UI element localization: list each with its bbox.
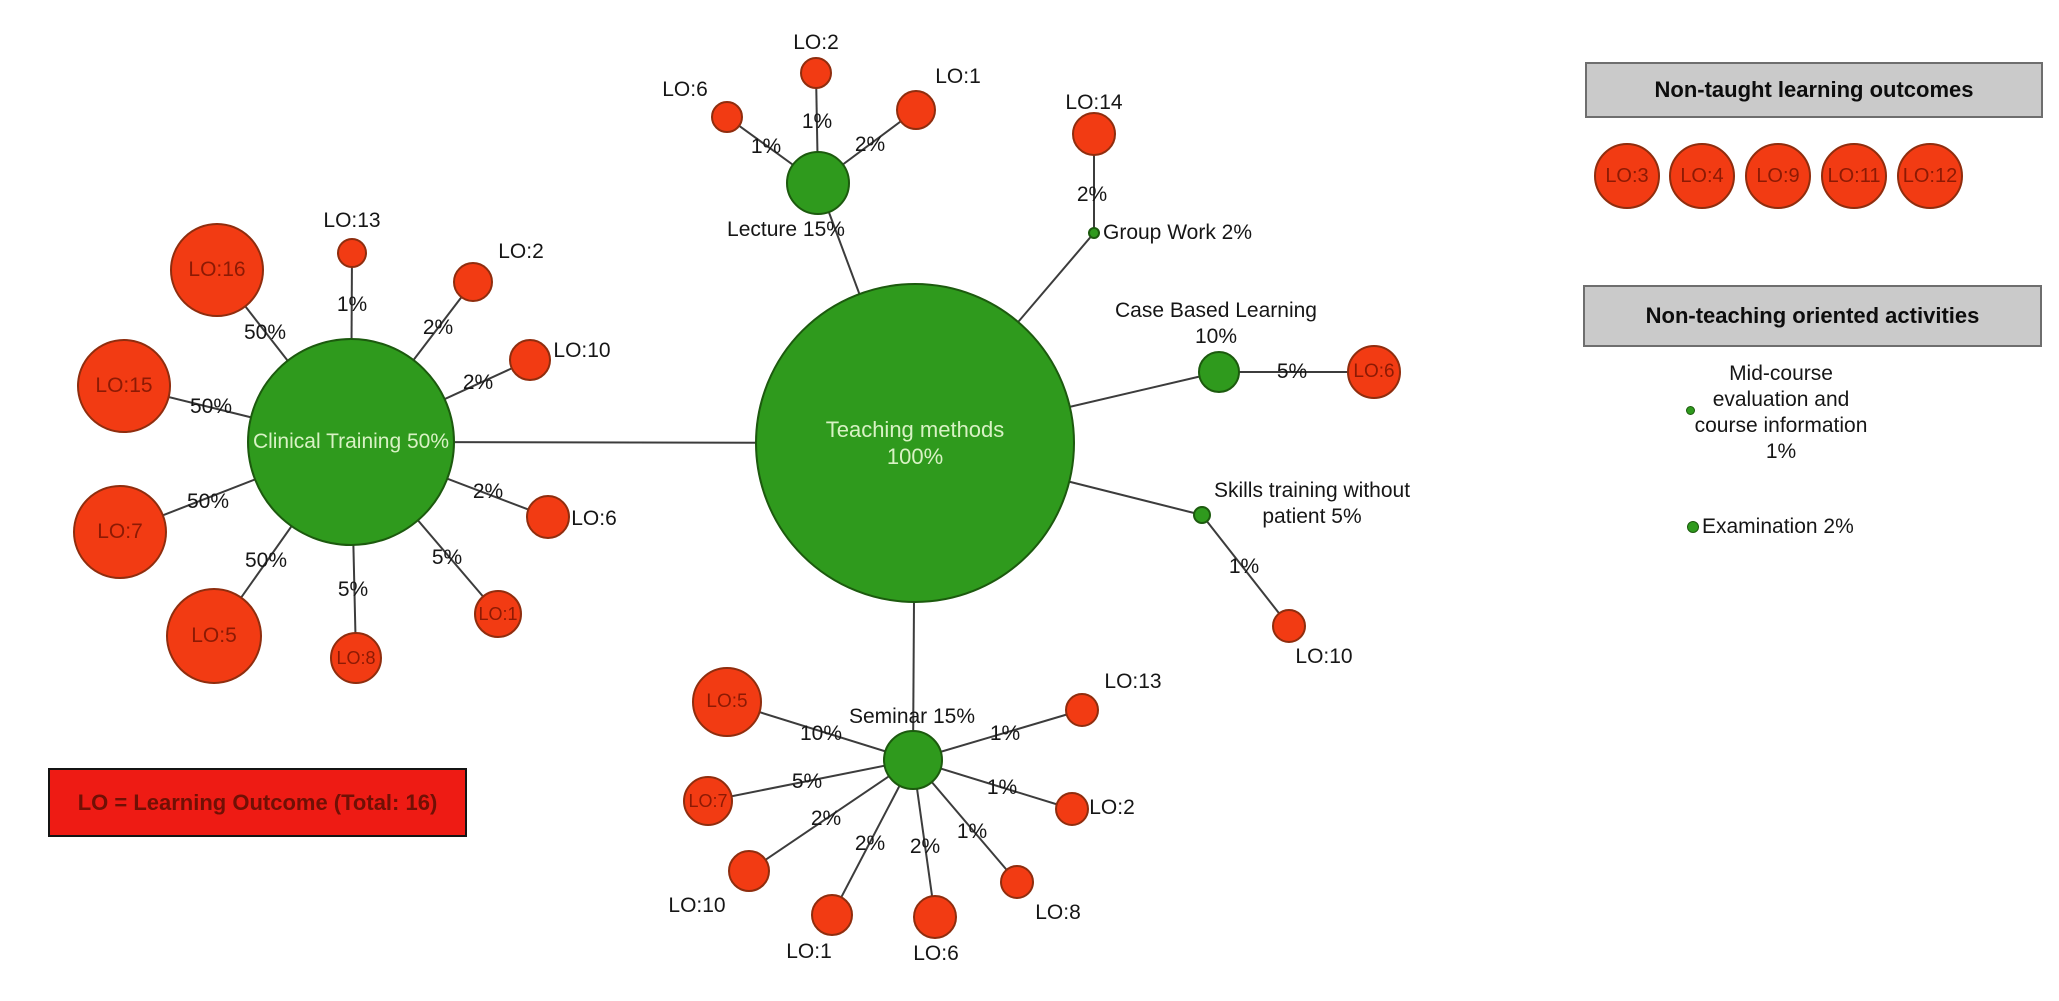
label-case-based-learning: Case Based Learning 10% [1115,299,1317,348]
pct-clinical-lo5: 50% [244,549,288,572]
node-case-based-lo6: LO:6 [1347,345,1401,399]
pct-seminar-lo13: 1% [989,722,1021,745]
name-seminar-lo10: LO:10 [668,894,726,917]
midcourse-dot [1686,406,1695,415]
label-midcourse-evaluation: Mid-course evaluation and course informa… [1694,362,1868,463]
node-lo3: LO:3 [1594,143,1660,209]
examination-dot [1687,521,1699,533]
name-lecture-lo2: LO:2 [793,31,839,54]
pct-clinical-lo6: 2% [472,480,504,503]
label-group-work: Group Work 2% [1103,221,1252,244]
node-seminar-lo2 [1055,792,1089,826]
pct-seminar-lo1: 2% [854,832,886,855]
label-examination: Examination 2% [1702,515,1854,538]
node-clinical-lo7: LO:7 [73,485,167,579]
node-seminar-lo1 [811,894,853,936]
pct-clinical-lo13: 1% [336,293,368,316]
name-seminar-lo13: LO:13 [1104,670,1162,693]
pct-clinical-lo16: 50% [243,321,287,344]
pct-skills-lo10: 1% [1228,555,1260,578]
node-seminar-lo10 [728,850,770,892]
node-seminar-lo8 [1000,865,1034,899]
pct-seminar-lo2: 1% [986,776,1018,799]
node-teaching-methods: Teaching methods 100% [755,283,1075,603]
node-clinical-lo6 [526,495,570,539]
name-seminar-lo8: LO:8 [1035,901,1081,924]
label-lecture: Lecture 15% [727,218,845,241]
node-seminar-lo7: LO:7 [683,776,733,826]
node-lecture [786,151,850,215]
node-lo12: LO:12 [1897,143,1963,209]
panel-non-taught-header: Non-taught learning outcomes [1585,62,2043,118]
name-group-work-lo14: LO:14 [1065,91,1123,114]
node-group-work-lo14 [1072,112,1116,156]
label-skills-training: Skills training without patient 5% [1213,479,1411,528]
pct-seminar-lo8: 1% [956,820,988,843]
name-clinical-lo6: LO:6 [571,507,617,530]
node-skills-lo10 [1272,609,1306,643]
panel-non-teaching-header: Non-teaching oriented activities [1583,285,2042,347]
edge-skills-lo10 [1201,514,1290,627]
name-seminar-lo1: LO:1 [786,940,832,963]
pct-lecture-lo6: 1% [750,135,782,158]
name-seminar-lo2: LO:2 [1089,796,1135,819]
name-lecture-lo1: LO:1 [935,65,981,88]
node-clinical-training: Clinical Training 50% [247,338,455,546]
node-lo4: LO:4 [1669,143,1735,209]
pct-clinical-lo7: 50% [186,490,230,513]
node-seminar-lo6 [913,895,957,939]
pct-lecture-lo1: 2% [854,133,886,156]
pct-group-work-lo14: 2% [1076,183,1108,206]
node-clinical-lo16: LO:16 [170,223,264,317]
node-clinical-lo2 [453,262,493,302]
pct-seminar-lo7: 5% [791,770,823,793]
edge-seminar-lo10 [748,759,914,872]
node-skills-training [1193,506,1211,524]
node-seminar [883,730,943,790]
name-clinical-lo13: LO:13 [323,209,381,232]
pct-seminar-lo10: 2% [810,807,842,830]
node-clinical-lo15: LO:15 [77,339,171,433]
name-clinical-lo2: LO:2 [498,240,544,263]
pct-seminar-lo5: 10% [799,722,843,745]
pct-clinical-lo1: 5% [431,546,463,569]
node-group-work [1088,227,1100,239]
name-seminar-lo6: LO:6 [913,942,959,965]
name-clinical-lo10: LO:10 [553,339,611,362]
name-skills-lo10: LO:10 [1295,645,1353,668]
node-lo11: LO:11 [1821,143,1887,209]
node-seminar-lo5: LO:5 [692,667,762,737]
legend: LO = Learning Outcome (Total: 16) [48,768,467,837]
pct-clinical-lo15: 50% [189,395,233,418]
node-lecture-lo2 [800,57,832,89]
node-clinical-lo13 [337,238,367,268]
node-clinical-lo8: LO:8 [330,632,382,684]
node-clinical-lo1: LO:1 [474,590,522,638]
node-clinical-lo5: LO:5 [166,588,262,684]
pct-case-based-lo6: 5% [1276,360,1308,383]
node-lo9: LO:9 [1745,143,1811,209]
pct-clinical-lo2: 2% [422,316,454,339]
label-seminar: Seminar 15% [848,705,976,728]
pct-clinical-lo8: 5% [337,578,369,601]
node-clinical-lo10 [509,339,551,381]
node-case-based-learning [1198,351,1240,393]
edge-seminar-lo7 [707,759,914,802]
node-seminar-lo13 [1065,693,1099,727]
pct-lecture-lo2: 1% [801,110,833,133]
node-lecture-lo1 [896,90,936,130]
pct-seminar-lo6: 2% [909,835,941,858]
name-lecture-lo6: LO:6 [662,78,708,101]
node-lecture-lo6 [711,101,743,133]
pct-clinical-lo10: 2% [462,371,494,394]
